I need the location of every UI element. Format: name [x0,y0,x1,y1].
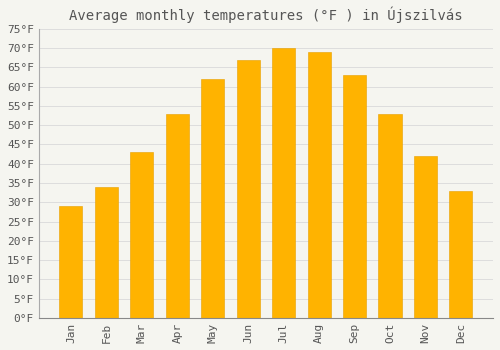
Bar [95,187,118,318]
Bar [166,114,189,318]
Bar [308,52,330,318]
Bar [414,156,437,318]
Bar [378,114,402,318]
Bar [450,191,472,318]
Bar [130,152,154,318]
Title: Average monthly temperatures (°F ) in Újszilvás: Average monthly temperatures (°F ) in Új… [69,7,462,23]
Bar [272,48,295,318]
Bar [343,75,366,318]
Bar [236,60,260,318]
Bar [60,206,82,318]
Bar [201,79,224,318]
